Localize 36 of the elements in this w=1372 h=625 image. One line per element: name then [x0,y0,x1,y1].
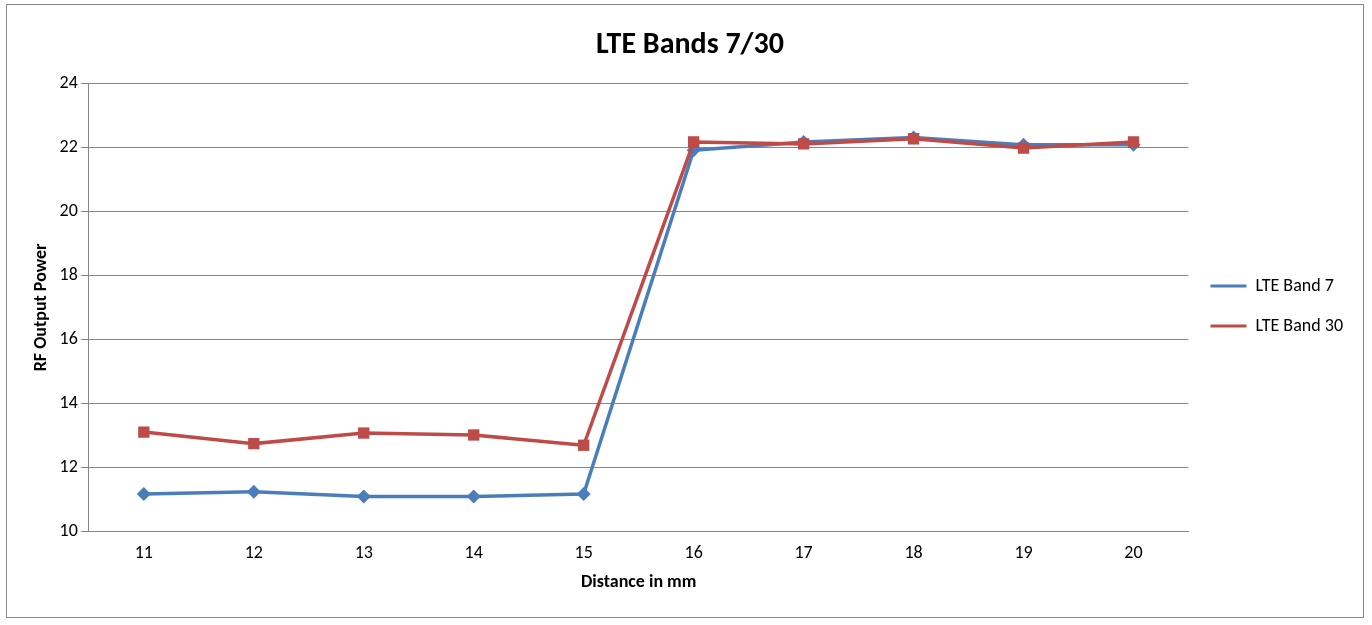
point [248,437,260,450]
y-axis-title: RF Output Power [29,242,52,372]
point [468,429,480,441]
x-tick-label: 13 [354,541,373,564]
legend-label: LTE Band 7 [1255,273,1334,296]
x-tick-label: 18 [904,541,923,564]
y-tick-label: 16 [59,326,78,349]
point [358,427,370,439]
legend-label: LTE Band 30 [1255,313,1344,336]
x-axis-title: Distance in mm [580,569,697,592]
x-tick-label: 17 [794,541,813,564]
y-tick-label: 12 [59,455,78,478]
y-tick-label: 18 [59,262,78,285]
chart-title: LTE Bands 7/30 [596,23,784,61]
y-tick-label: 20 [59,198,78,221]
point [246,484,261,499]
point [466,489,481,504]
point [138,426,150,438]
x-tick-label: 12 [244,541,263,564]
y-tick-label: 22 [59,134,78,157]
point [1017,142,1030,154]
x-tick-label: 20 [1124,541,1143,564]
x-tick-label: 19 [1014,541,1033,564]
y-tick-label: 14 [59,391,78,414]
x-tick-label: 14 [464,541,483,564]
point [687,136,700,148]
point [356,489,371,504]
y-tick-label: 24 [59,70,78,93]
point [578,439,590,451]
x-tick-label: 15 [574,541,593,564]
x-tick-label: 11 [134,541,153,564]
point [136,486,151,501]
point [1127,136,1140,148]
point [576,486,591,501]
x-tick-label: 16 [684,541,703,564]
y-tick-label: 10 [59,519,78,542]
